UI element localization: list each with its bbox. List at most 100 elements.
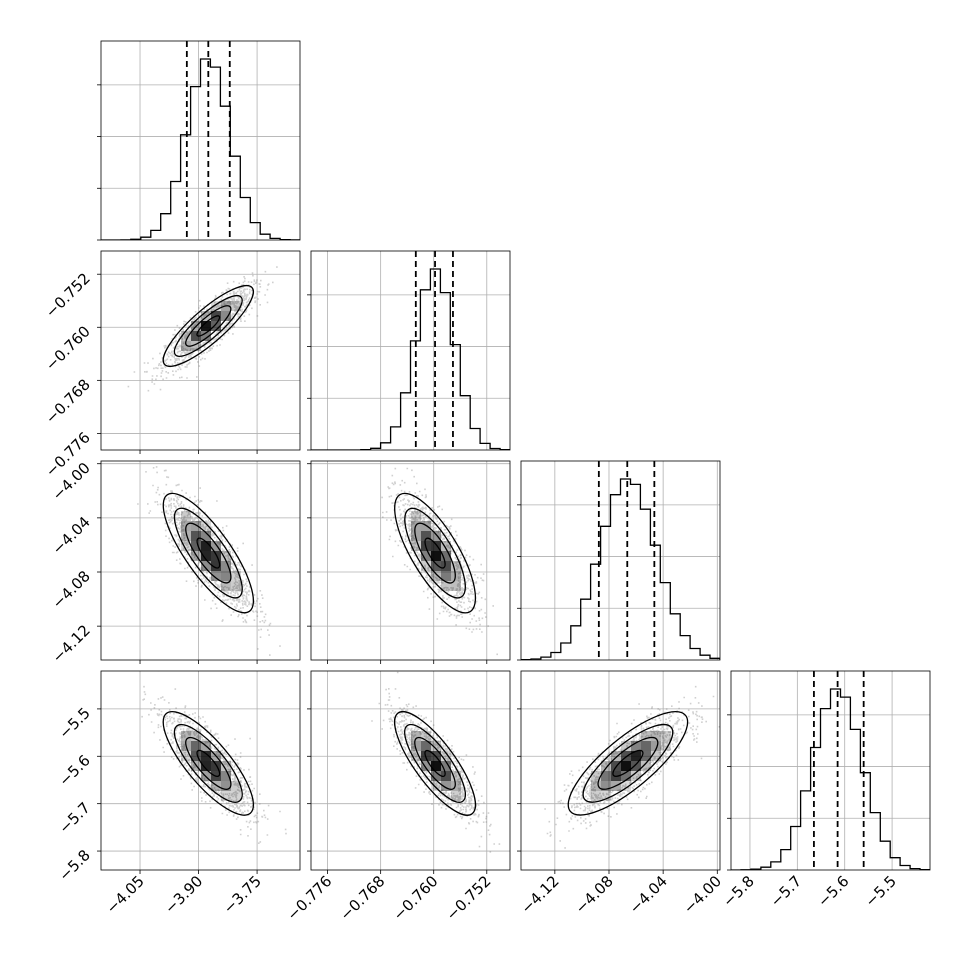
density-cell: [621, 771, 631, 781]
density-cell: [181, 531, 191, 541]
density-cell: [181, 511, 191, 521]
x-tick-label: −4.12: [517, 872, 562, 917]
density-cell: [211, 301, 221, 311]
density-cell: [441, 761, 451, 771]
histogram-step: [521, 478, 720, 660]
scatter-points: [127, 266, 278, 392]
density-cell: [431, 761, 441, 771]
contour-line: [196, 537, 221, 569]
density-cell: [191, 751, 201, 761]
density-cell: [451, 561, 461, 571]
contour-line: [404, 723, 466, 803]
contour-line: [173, 507, 243, 599]
axes-frame: [310, 250, 511, 451]
density-cell: [211, 761, 221, 771]
contour-line: [162, 492, 255, 614]
x-tick-label: −3.75: [220, 872, 265, 917]
density-cell: [191, 741, 201, 751]
contour-line: [185, 305, 232, 347]
density-cell: [591, 781, 601, 791]
density-cell: [451, 771, 461, 781]
density-cell: [601, 771, 611, 781]
y-tick-label: −5.8: [55, 846, 93, 884]
scatter-panel-3-0: [97, 670, 301, 874]
density-cell: [211, 561, 221, 571]
axes-frame: [730, 670, 931, 871]
density-cell: [201, 541, 211, 551]
density-cell: [441, 561, 451, 571]
histogram-panel-1: [307, 250, 511, 451]
density-cell: [411, 741, 421, 751]
density-cell: [231, 791, 241, 801]
contour-line: [567, 711, 689, 816]
contour-line: [424, 537, 446, 569]
density-cell: [661, 741, 671, 751]
panel-content: [101, 671, 300, 870]
density-cell: [421, 531, 431, 541]
panel-content: [101, 461, 300, 660]
density-cell: [221, 791, 231, 801]
y-tick-label: −5.6: [55, 751, 93, 789]
density-cell: [181, 541, 191, 551]
density-cell: [641, 761, 651, 771]
density-cell: [621, 741, 631, 751]
contour-line: [394, 492, 477, 614]
density-cell: [211, 551, 221, 561]
density-cell: [431, 531, 441, 541]
density-cell: [441, 541, 451, 551]
x-tick-label: −4.08: [572, 872, 617, 917]
x-tick-label: −3.90: [161, 872, 206, 917]
density-cell: [181, 731, 191, 741]
contour-line: [404, 507, 466, 599]
scatter-panel-2-0: [97, 460, 301, 664]
y-tick-label: −0.768: [42, 375, 94, 427]
density-cell: [221, 581, 231, 591]
density-cell: [221, 771, 231, 781]
axes-frame: [100, 250, 301, 451]
density-cell: [621, 781, 631, 791]
density-cell: [191, 541, 201, 551]
panel-content: [311, 671, 510, 870]
contour-line: [393, 711, 477, 816]
density-cell: [621, 751, 631, 761]
density-cell: [431, 571, 441, 581]
x-tick-label: −5.7: [767, 872, 805, 910]
density-cell: [191, 341, 201, 351]
density-cell: [181, 751, 191, 761]
density-cell: [431, 541, 441, 551]
density-cell: [221, 781, 231, 791]
density-cell: [661, 731, 671, 741]
panel-content: [101, 251, 300, 450]
axes-frame: [310, 460, 511, 661]
density-cell: [221, 551, 231, 561]
density-cell: [411, 751, 421, 761]
x-tick-label: −0.760: [390, 872, 442, 924]
density-cell: [421, 551, 431, 561]
x-tick-label: −4.00: [680, 872, 725, 917]
density-cell: [431, 771, 441, 781]
density-cell: [421, 561, 431, 571]
x-tick-label: −4.04: [626, 872, 671, 917]
density-cell: [441, 551, 451, 561]
contour-line: [196, 749, 221, 777]
density-cell: [441, 581, 451, 591]
density-cell: [231, 781, 241, 791]
scatter-panel-3-1: [307, 670, 511, 874]
contour-line: [582, 723, 674, 803]
y-tick-label: −5.7: [55, 799, 93, 837]
density-cell: [431, 781, 441, 791]
scatter-panel-2-1: [307, 460, 511, 664]
density-cell: [631, 741, 641, 751]
density-cell: [201, 531, 211, 541]
scatter-panel-1-0: [97, 250, 301, 454]
density-cell: [411, 511, 421, 521]
density-cell: [431, 551, 441, 561]
density-cell: [211, 571, 221, 581]
x-tick-label: −5.5: [861, 872, 899, 910]
y-tick-label: −4.12: [49, 621, 94, 666]
density-cell: [591, 771, 601, 781]
density-cell: [231, 581, 241, 591]
density-cell: [631, 751, 641, 761]
contour-line: [414, 522, 456, 584]
density-cell: [641, 751, 651, 761]
